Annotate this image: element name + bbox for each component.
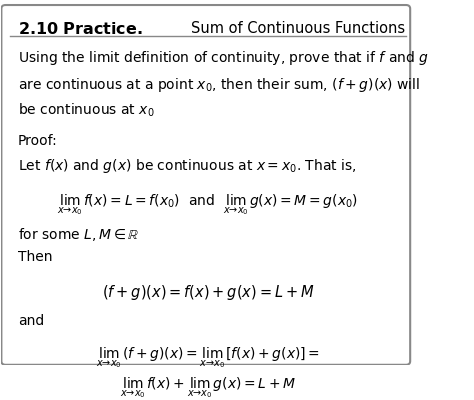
Text: Let $f(x)$ and $g(x)$ be continuous at $x = x_0$. That is,: Let $f(x)$ and $g(x)$ be continuous at $…: [18, 157, 356, 175]
Text: Then: Then: [18, 250, 53, 264]
Text: Using the limit definition of continuity, prove that if $f$ and $g$: Using the limit definition of continuity…: [18, 49, 429, 67]
Text: $(f+g)(x) = f(x) + g(x) = L + M$: $(f+g)(x) = f(x) + g(x) = L + M$: [101, 283, 314, 302]
Text: are continuous at a point $x_0$, then their sum, $(f+g)(x)$ will: are continuous at a point $x_0$, then th…: [18, 76, 420, 94]
Text: Sum of Continuous Functions: Sum of Continuous Functions: [191, 21, 405, 36]
Text: be continuous at $x_0$: be continuous at $x_0$: [18, 102, 155, 119]
Text: $\lim_{x \to x_0} f(x) = L = f(x_0)\ $ and $\ \lim_{x \to x_0} g(x) = M = g(x_0): $\lim_{x \to x_0} f(x) = L = f(x_0)\ $ a…: [57, 192, 358, 217]
Text: Proof:: Proof:: [18, 134, 58, 148]
FancyBboxPatch shape: [1, 5, 410, 365]
Text: $\lim_{x \to x_0}(f+g)(x) = \lim_{x \to x_0}[f(x)+g(x)] =$: $\lim_{x \to x_0}(f+g)(x) = \lim_{x \to …: [96, 346, 320, 370]
Text: for some $L, M \in \mathbb{R}$: for some $L, M \in \mathbb{R}$: [18, 226, 139, 243]
Text: and: and: [18, 314, 44, 328]
Text: $\lim_{x \to x_0} f(x) + \lim_{x \to x_0} g(x) = L + M$: $\lim_{x \to x_0} f(x) + \lim_{x \to x_0…: [120, 375, 296, 400]
Text: $\mathbf{2.10\ Practice.}$: $\mathbf{2.10\ Practice.}$: [18, 21, 143, 37]
